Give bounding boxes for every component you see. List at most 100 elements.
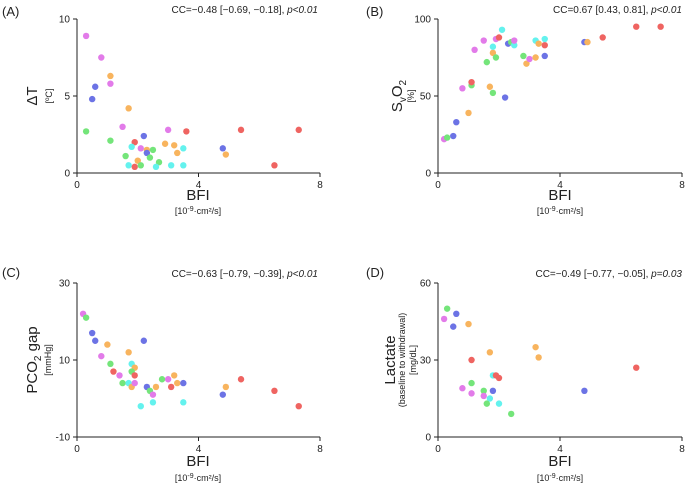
- panel-d-point: [468, 356, 475, 364]
- panel-c-point: [219, 391, 226, 398]
- panel-b-cc: CC=0.67 [0.43, 0.81], p<0.01: [553, 5, 682, 16]
- panel-b-point: [511, 37, 518, 44]
- panel-a-point: [146, 154, 154, 161]
- panel-c-point: [271, 387, 278, 394]
- panel-d-xtick-label: 0: [435, 444, 441, 455]
- panel-c-xunit-exp: -9: [187, 473, 193, 480]
- panel-c-xtick-label: 0: [74, 444, 80, 455]
- panel-b-point: [541, 35, 548, 43]
- panel-c-ylabel-main: PCO2 gap: [24, 326, 44, 393]
- panel-c-xunit-suffix: ·cm²/s]: [194, 473, 222, 483]
- panel-b-point: [471, 46, 478, 53]
- panel-c-points: [79, 310, 302, 410]
- panel-b-point: [443, 134, 451, 141]
- panel-d-xtick-label: 8: [679, 444, 685, 455]
- panel-b-p-text: p<0.01: [650, 5, 682, 16]
- panel-a-point: [180, 162, 187, 169]
- panel-c-point: [152, 383, 160, 391]
- panel-a-yunit-wrap: [ºC]: [44, 89, 54, 104]
- panel-c-yunit-wrap: [mmHg]: [43, 344, 53, 376]
- panel-d-ytick-label: 30: [420, 356, 432, 367]
- panel-b-point: [489, 43, 497, 50]
- panel-b-cc-text: CC=0.67 [0.43, 0.81],: [553, 5, 651, 16]
- panel-a-point: [137, 145, 144, 152]
- panel-c-xunit-prefix: [10: [175, 473, 188, 483]
- panel-b-point: [468, 78, 475, 86]
- panel-a-point: [140, 132, 148, 140]
- panel-d-point: [508, 410, 515, 418]
- panel-b-xunit: [10-9·cm²/s]: [537, 206, 583, 216]
- panel-d-point: [440, 315, 448, 323]
- panel-c-point: [171, 372, 178, 379]
- panel-b-point: [541, 52, 548, 60]
- panel-c-point: [116, 372, 123, 379]
- panel-d: (D) CC=−0.49 [−0.77, −0.05], p=0.03 0 4 80…: [366, 265, 685, 483]
- panel-a-ylabel-main: ΔT: [24, 86, 41, 105]
- panel-c-point: [158, 376, 166, 383]
- panel-a-ylabel-unit: [ºC]: [44, 89, 54, 104]
- panel-a-point: [295, 126, 302, 134]
- panel-a-point: [125, 162, 132, 169]
- panel-a-point: [131, 139, 138, 146]
- panel-a-point: [237, 126, 245, 134]
- panel-b-point: [480, 37, 487, 44]
- panel-c-point: [140, 337, 148, 344]
- panel-a-point: [180, 145, 187, 152]
- panel-b-point: [526, 55, 533, 63]
- panel-b-point: [657, 23, 664, 30]
- panel-d-ylabel-sub: (baseline to withdrawal): [397, 313, 407, 408]
- panel-a-cc-text: CC=−0.48 [−0.69, −0.18],: [171, 5, 287, 16]
- panel-c-point: [174, 379, 181, 387]
- panel-a-point: [134, 157, 141, 164]
- panel-a-point: [183, 128, 190, 135]
- panel-b-xtick-label: 4: [557, 180, 563, 191]
- panel-c-point: [164, 376, 172, 383]
- panel-b-points: [440, 23, 664, 143]
- panel-b-ylabel-unit: [%]: [406, 89, 416, 102]
- panel-c-p-text: p<0.01: [286, 269, 318, 280]
- panel-d-xunit-exp: -9: [549, 473, 555, 480]
- panel-a-point: [82, 128, 90, 135]
- panel-d-xunit: [10-9·cm²/s]: [537, 473, 583, 483]
- panel-c-point: [180, 399, 187, 406]
- panel-a-point: [131, 163, 138, 171]
- panel-d-point: [486, 395, 494, 402]
- panel-c-point: [104, 341, 111, 348]
- panel-c-point: [222, 383, 230, 391]
- panel-b-ylabel-main: SvO2: [389, 79, 409, 112]
- panel-a-point: [98, 54, 105, 61]
- panel-d-xlabel: BFI: [548, 453, 571, 470]
- panel-a-xtick-label: 0: [74, 180, 80, 191]
- panel-c-ytick-label: -10: [56, 433, 71, 444]
- panel-d-xunit-prefix: [10: [537, 473, 550, 483]
- panel-b-point: [486, 83, 494, 90]
- panel-b-ylabel: SvO2: [389, 79, 409, 112]
- panel-d-point: [483, 400, 490, 407]
- panel-a-ylabel: ΔT: [24, 86, 41, 105]
- panel-b-ytick-label: 0: [425, 169, 431, 180]
- panel-a-point: [107, 72, 114, 80]
- panel-d-ylabel-main: Lactate: [382, 335, 399, 384]
- panel-b-point: [599, 34, 606, 41]
- panel-b-point: [532, 54, 539, 61]
- panel-c-point: [88, 329, 96, 337]
- panel-c-xunit: [10-9·cm²/s]: [175, 473, 221, 483]
- panel-c-ylabel-unit: [mmHg]: [43, 344, 53, 376]
- panel-c-cc: CC=−0.63 [−0.79, −0.39], p<0.01: [171, 269, 318, 280]
- panel-a-xtick-label: 8: [317, 180, 323, 191]
- panel-a-ytick-label: 10: [59, 15, 71, 26]
- panel-d-point: [489, 387, 497, 394]
- panel-b-point: [450, 132, 457, 140]
- panel-d-ytick-label: 0: [425, 433, 431, 444]
- panel-a-xunit: [10-9·cm²/s]: [175, 206, 221, 216]
- panel-b-point: [511, 41, 518, 49]
- panel-b-point: [584, 38, 591, 46]
- panel-d-cc: CC=−0.49 [−0.77, −0.05], p=0.03: [535, 269, 682, 280]
- panel-a-cc: CC=−0.48 [−0.69, −0.18], p<0.01: [171, 5, 318, 16]
- panel-c-xtick-label: 4: [196, 444, 202, 455]
- panel-c-point: [110, 368, 117, 375]
- panel-d-point: [633, 364, 640, 371]
- panel-b-point: [489, 49, 497, 57]
- panel-b-point: [520, 52, 527, 60]
- panel-c-point: [237, 376, 245, 383]
